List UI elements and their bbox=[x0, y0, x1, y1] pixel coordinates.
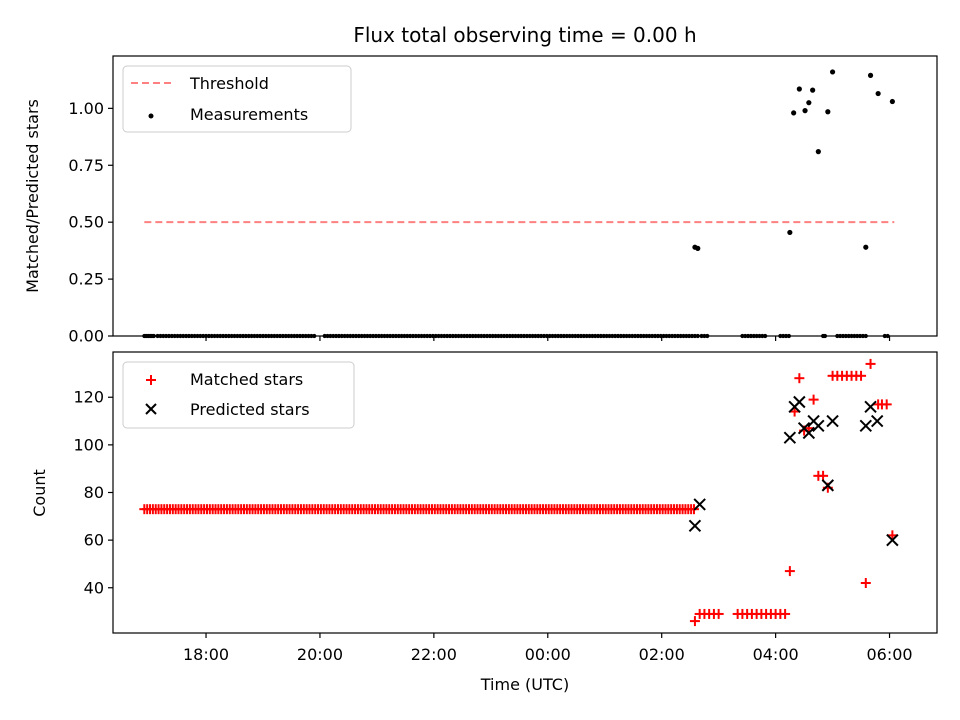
top-y-axis-label: Matched/Predicted stars bbox=[23, 99, 42, 293]
matched-star-marker bbox=[784, 566, 795, 577]
top-legend-box bbox=[122, 65, 352, 133]
measurement-point bbox=[829, 69, 836, 75]
matched-star-marker bbox=[689, 616, 700, 627]
predicted-star-marker bbox=[783, 431, 797, 444]
matched-star-marker bbox=[856, 370, 867, 381]
top-title: Flux total observing time = 0.00 h bbox=[353, 23, 696, 47]
bottom-y-axis: 40 60 80 100 120 bbox=[73, 388, 113, 597]
bottom-y-tick-label: 80 bbox=[84, 483, 104, 502]
measurement-point bbox=[151, 333, 156, 339]
top-y-tick-label: 0.75 bbox=[68, 156, 104, 175]
legend-threshold-label: Threshold bbox=[189, 74, 269, 93]
matched-star-marker bbox=[780, 608, 791, 619]
matched-star-marker bbox=[789, 406, 800, 417]
measurement-point bbox=[867, 72, 874, 78]
matched-star-marker bbox=[794, 373, 805, 384]
measurement-point bbox=[786, 333, 792, 339]
measurement-point bbox=[705, 333, 710, 339]
legend-predicted-swatch bbox=[145, 403, 157, 415]
measurement-point bbox=[822, 333, 828, 339]
legend-matched-label: Matched stars bbox=[190, 370, 303, 389]
bottom-y-tick-label: 120 bbox=[73, 388, 104, 407]
measurement-point bbox=[875, 90, 881, 97]
bottom-legend-box bbox=[122, 361, 355, 429]
matched-star-marker bbox=[808, 394, 819, 405]
measurement-point bbox=[695, 333, 700, 339]
matched-star-marker bbox=[860, 577, 871, 588]
matched-stars-points bbox=[139, 358, 898, 627]
measurement-point bbox=[815, 149, 821, 155]
top-legend: Threshold Measurements bbox=[122, 65, 352, 133]
measurement-point bbox=[885, 333, 890, 339]
predicted-star-marker bbox=[821, 479, 835, 492]
x-axis-label: Time (UTC) bbox=[480, 675, 569, 694]
matched-star-marker bbox=[713, 608, 724, 619]
bottom-legend: Matched stars Predicted stars bbox=[122, 361, 355, 429]
matched-star-marker bbox=[818, 470, 829, 481]
bottom-y-axis-label: Count bbox=[30, 469, 49, 517]
legend-measurements-swatch bbox=[148, 113, 154, 119]
predicted-stars-points bbox=[688, 395, 899, 547]
predicted-star-marker bbox=[886, 533, 899, 547]
measurement-point bbox=[889, 98, 895, 105]
legend-matched-swatch bbox=[146, 375, 156, 385]
bottom-x-tick-label: 18:00 bbox=[183, 645, 229, 664]
legend-measurements-label: Measurements bbox=[190, 105, 308, 124]
matched-star-marker bbox=[887, 530, 898, 541]
measurement-point bbox=[791, 110, 797, 116]
legend-predicted-label: Predicted stars bbox=[190, 400, 310, 419]
bottom-y-tick-label: 60 bbox=[84, 531, 104, 550]
top-y-tick-label: 1.00 bbox=[68, 99, 104, 118]
top-y-axis: 0.00 0.25 0.50 0.75 1.00 bbox=[68, 99, 113, 346]
measurement-point bbox=[787, 229, 793, 236]
bottom-x-tick-label: 22:00 bbox=[411, 645, 457, 664]
bottom-x-tick-label: 06:00 bbox=[866, 645, 912, 664]
bottom-x-tick-label: 20:00 bbox=[297, 645, 343, 664]
measurement-point bbox=[825, 109, 831, 115]
bottom-x-axis: 18:00 20:00 22:00 00:00 02:00 04:00 06:00 bbox=[183, 633, 913, 664]
predicted-star-marker bbox=[870, 414, 884, 428]
top-y-tick-label: 0.50 bbox=[68, 213, 104, 232]
predicted-star-marker bbox=[693, 498, 706, 511]
predicted-star-marker bbox=[826, 414, 839, 428]
measurement-point bbox=[796, 86, 802, 92]
measurement-point bbox=[802, 108, 808, 114]
measurement-point bbox=[863, 333, 868, 339]
matched-star-marker bbox=[865, 358, 876, 369]
top-panel: Flux total observing time = 0.00 h 0.000… bbox=[23, 23, 938, 346]
bottom-y-tick-label: 100 bbox=[73, 435, 104, 454]
top-y-tick-label: 0.25 bbox=[68, 270, 104, 289]
predicted-star-marker bbox=[859, 419, 873, 433]
measurement-point bbox=[312, 333, 317, 339]
measurement-point bbox=[695, 245, 701, 251]
predicted-star-marker bbox=[688, 519, 702, 533]
bottom-y-tick-label: 40 bbox=[84, 578, 104, 597]
measurement-point bbox=[806, 100, 812, 106]
measurement-point bbox=[863, 244, 869, 250]
measurement-point bbox=[763, 333, 768, 339]
predicted-star-marker bbox=[812, 419, 825, 433]
top-y-tick-label: 0.00 bbox=[68, 327, 104, 346]
bottom-x-tick-label: 02:00 bbox=[639, 645, 685, 664]
measurement-points bbox=[142, 69, 895, 339]
predicted-star-marker bbox=[864, 400, 877, 413]
bottom-x-tick-label: 00:00 bbox=[525, 645, 571, 664]
measurement-point bbox=[810, 87, 816, 93]
bottom-panel: 40 60 80 100 120 18:00 20:00 22:00 00:00 02:00 04… bbox=[30, 351, 938, 694]
matched-star-marker bbox=[881, 399, 892, 410]
predicted-star-marker bbox=[793, 395, 806, 409]
predicted-star-marker bbox=[802, 426, 816, 440]
bottom-x-tick-label: 04:00 bbox=[753, 645, 799, 664]
